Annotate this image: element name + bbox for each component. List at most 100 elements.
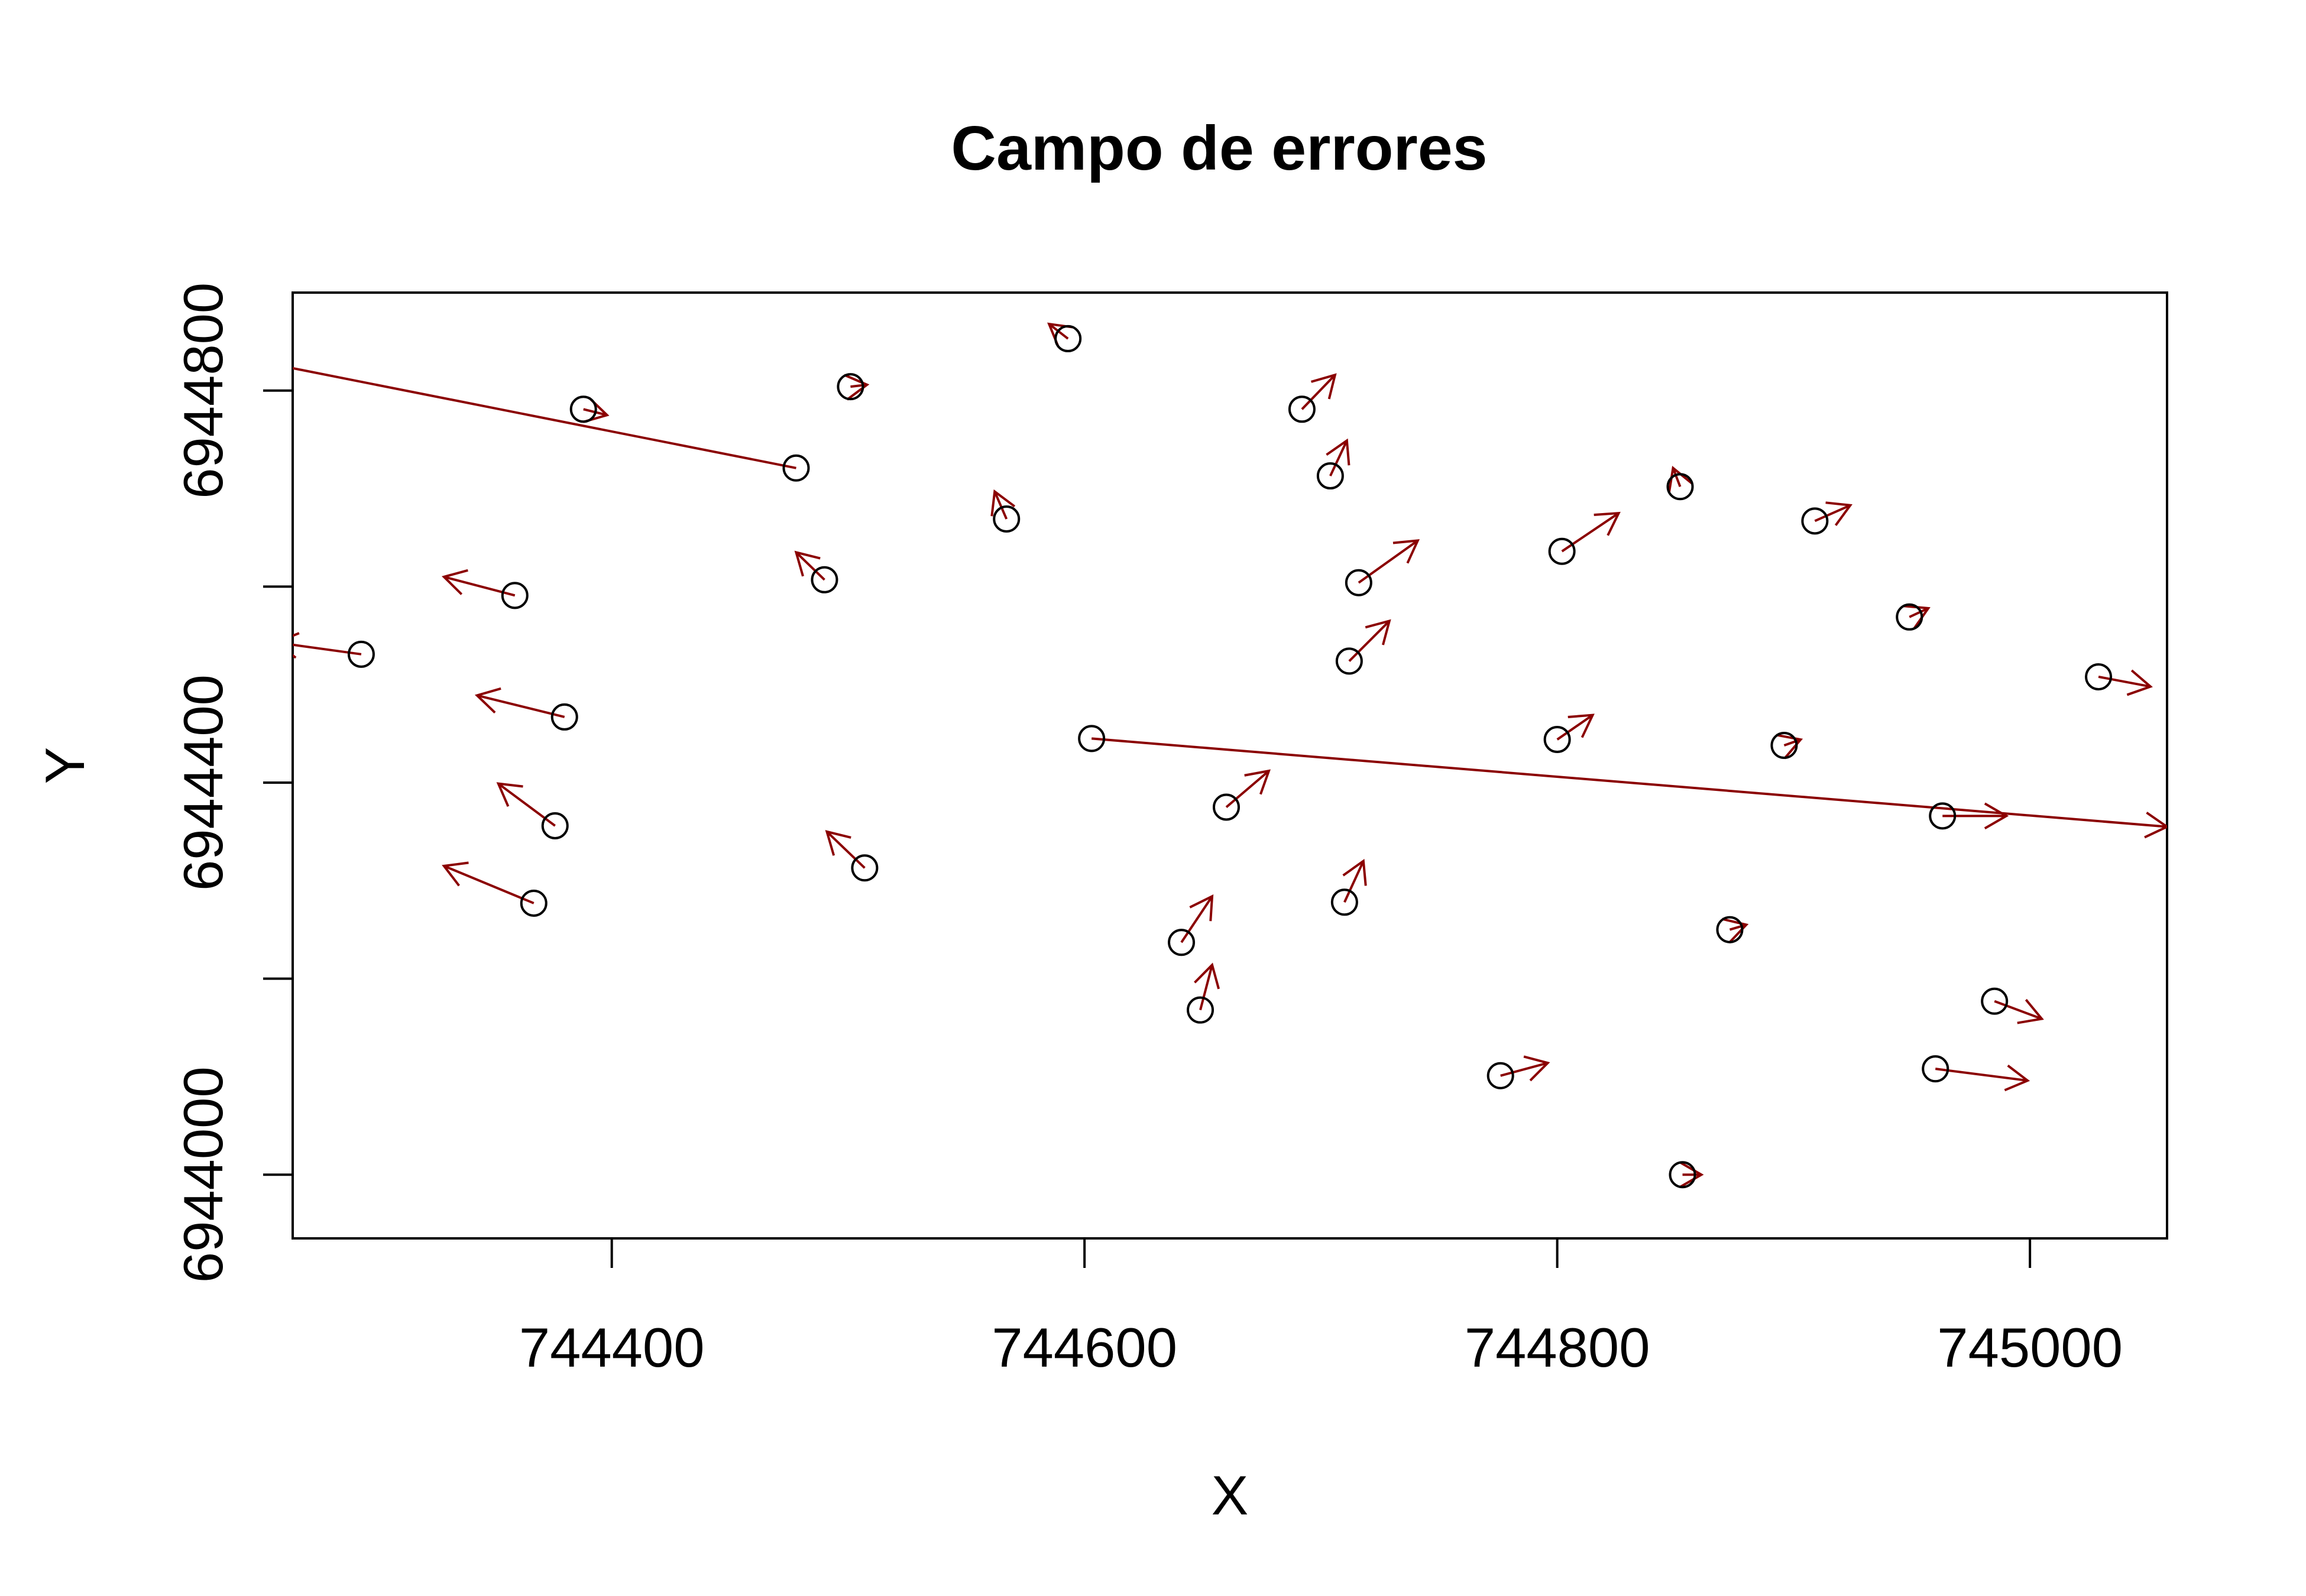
data-point	[1345, 569, 1372, 596]
error-arrow	[252, 352, 796, 469]
data-point	[541, 812, 569, 839]
data-point	[1288, 395, 1316, 423]
error-arrow	[293, 632, 362, 659]
data-point	[1929, 802, 1957, 830]
arrow-shaft	[2098, 675, 2151, 688]
error-arrow	[1556, 713, 1595, 741]
arrow-shaft	[1301, 374, 1336, 410]
arrow-shaft	[826, 831, 866, 869]
x-axis: 744400 744600 744800 745000	[519, 1238, 2123, 1378]
arrow-head	[1365, 619, 1391, 645]
error-arrow	[1348, 619, 1391, 662]
error-arrow	[1776, 734, 1803, 760]
data-point	[837, 373, 864, 401]
arrow-head	[2017, 998, 2044, 1024]
error-arrow	[990, 489, 1016, 520]
data-point	[2085, 663, 2113, 690]
data-point	[1716, 916, 1744, 943]
arrow-head	[794, 550, 821, 577]
data-point	[1330, 888, 1358, 916]
data-point	[1922, 1055, 1949, 1083]
arrow-head	[825, 830, 851, 856]
data-point	[1213, 793, 1241, 821]
arrow-head	[1244, 769, 1271, 795]
arrow-head	[441, 569, 468, 595]
arrow-shaft	[1814, 504, 1851, 523]
arrow-head	[844, 374, 870, 401]
y-axis-label: Y	[34, 747, 96, 784]
error-arrow	[474, 687, 565, 718]
error-arrow	[1301, 373, 1337, 410]
error-arrow	[1667, 466, 1693, 493]
arrow-shaft	[1180, 896, 1213, 943]
arrow-shaft	[293, 366, 796, 469]
arrow-shaft	[1329, 440, 1348, 476]
x-tick-label: 744800	[1465, 1316, 1650, 1378]
arrow-shaft	[1909, 607, 1929, 618]
data-point	[1335, 647, 1363, 675]
arrow-shaft	[1091, 737, 2167, 828]
arrow-shaft	[1500, 1062, 1549, 1077]
arrow-shaft	[1348, 620, 1391, 662]
y-axis: 6944000 6944400 6944800	[172, 283, 293, 1283]
data-point	[1187, 996, 1214, 1024]
error-arrow	[1194, 962, 1220, 1011]
arrow-shaft	[1935, 1068, 2028, 1082]
error-arrow	[1180, 894, 1214, 943]
data-point	[501, 582, 529, 609]
data-point	[1054, 325, 1082, 352]
error-arrow	[1500, 1055, 1550, 1082]
x-tick-label: 744600	[992, 1316, 1177, 1378]
arrow-shaft	[1783, 738, 1802, 747]
error-arrow	[1994, 998, 2044, 1024]
x-tick-label: 745000	[1937, 1316, 2123, 1378]
data-point	[1548, 537, 1576, 565]
arrow-head	[1776, 734, 1803, 760]
arrow-head	[2126, 669, 2153, 696]
arrow-head	[2144, 812, 2167, 839]
arrow-shaft	[1672, 468, 1682, 488]
data-point	[1316, 462, 1344, 490]
arrow-shaft	[477, 694, 565, 718]
error-arrow	[1935, 1065, 2030, 1092]
error-arrow	[1942, 802, 2009, 830]
error-arrow	[1225, 769, 1271, 808]
arrow-head	[1825, 501, 1852, 526]
arrow-shaft	[993, 491, 1008, 520]
arrow-shaft	[1199, 964, 1213, 1011]
error-arrow	[825, 830, 866, 869]
error-arrow	[1091, 737, 2167, 839]
data-point	[1168, 929, 1196, 956]
arrow-head	[1523, 1055, 1550, 1082]
data-point	[1981, 987, 2009, 1015]
arrow-head	[2004, 1065, 2030, 1092]
arrow-shaft	[1994, 1000, 2042, 1020]
arrow-shaft	[795, 551, 825, 581]
error-arrow	[496, 782, 556, 827]
error-arrow	[1903, 605, 1931, 630]
x-tick-label: 744400	[519, 1316, 705, 1378]
error-arrow	[1561, 511, 1621, 553]
data-point	[1486, 1062, 1514, 1089]
arrow-head	[252, 352, 276, 377]
arrow-head	[1310, 373, 1337, 400]
x-axis-label: X	[1212, 1464, 1249, 1526]
arrow-head	[1189, 894, 1214, 922]
data-point	[1666, 473, 1694, 501]
data-point	[782, 454, 810, 482]
data-point	[1801, 507, 1829, 535]
arrow-head	[1679, 1161, 1704, 1188]
error-vectors	[252, 322, 2167, 1188]
arrow-head	[1567, 713, 1595, 738]
data-point	[993, 505, 1021, 533]
arrow-shaft	[1556, 713, 1594, 741]
error-arrow	[1679, 1161, 1704, 1188]
arrow-head	[442, 861, 469, 887]
arrow-head	[1903, 605, 1931, 630]
error-arrow	[442, 861, 535, 904]
y-tick-label: 6944400	[172, 674, 234, 891]
arrow-shaft	[1225, 770, 1270, 808]
arrow-head	[1342, 859, 1367, 886]
data-point	[1078, 725, 1106, 752]
